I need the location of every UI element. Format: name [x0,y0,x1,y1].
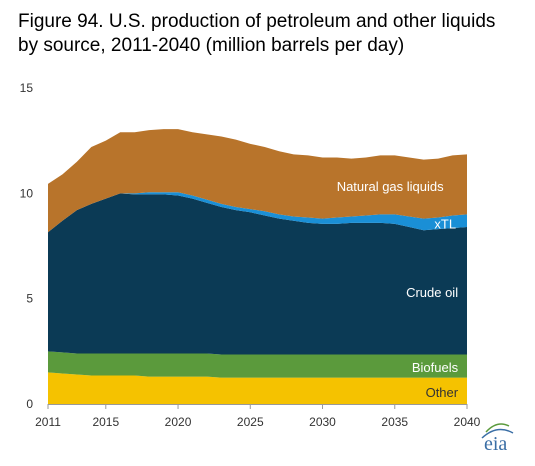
area-xtl [48,192,467,233]
series-labels: Other Biofuels Crude oil xTL Natural gas liq… [337,179,459,400]
chart-title: Figure 94. U.S. production of petroleum … [18,11,496,56]
series-label-natural-gas-liquids: Natural gas liquids [337,179,444,194]
x-tick-label: 2030 [309,415,336,429]
plot-area [48,129,467,404]
y-tick-label: 10 [20,186,34,200]
y-tick-label: 5 [26,292,33,306]
eia-logo-arc-2 [485,423,510,433]
series-label-crude-oil: Crude oil [406,285,458,300]
y-tick-label: 15 [20,81,34,95]
area-crude-oil [48,193,467,355]
y-tick-label: 0 [26,397,33,411]
area-biofuels [48,351,467,378]
axes: 2011 2015 2020 2025 2030 2035 2040 0 5 10 15 [20,81,481,429]
area-other [48,372,467,404]
series-label-xtl: xTL [434,216,456,231]
x-tick-label: 2025 [237,415,264,429]
eia-logo-arc [481,428,514,439]
series-label-other: Other [426,385,459,400]
series-label-biofuels: Biofuels [412,360,459,375]
x-tick-label: 2040 [454,415,481,429]
eia-logo-text: eia [484,433,507,455]
eia-logo: eia [481,423,514,455]
x-tick-label: 2020 [165,415,192,429]
x-tick-label: 2035 [381,415,408,429]
x-tick-label: 2015 [92,415,119,429]
x-tick-label: 2011 [35,415,61,429]
area-natural-gas-liquids [48,129,467,233]
